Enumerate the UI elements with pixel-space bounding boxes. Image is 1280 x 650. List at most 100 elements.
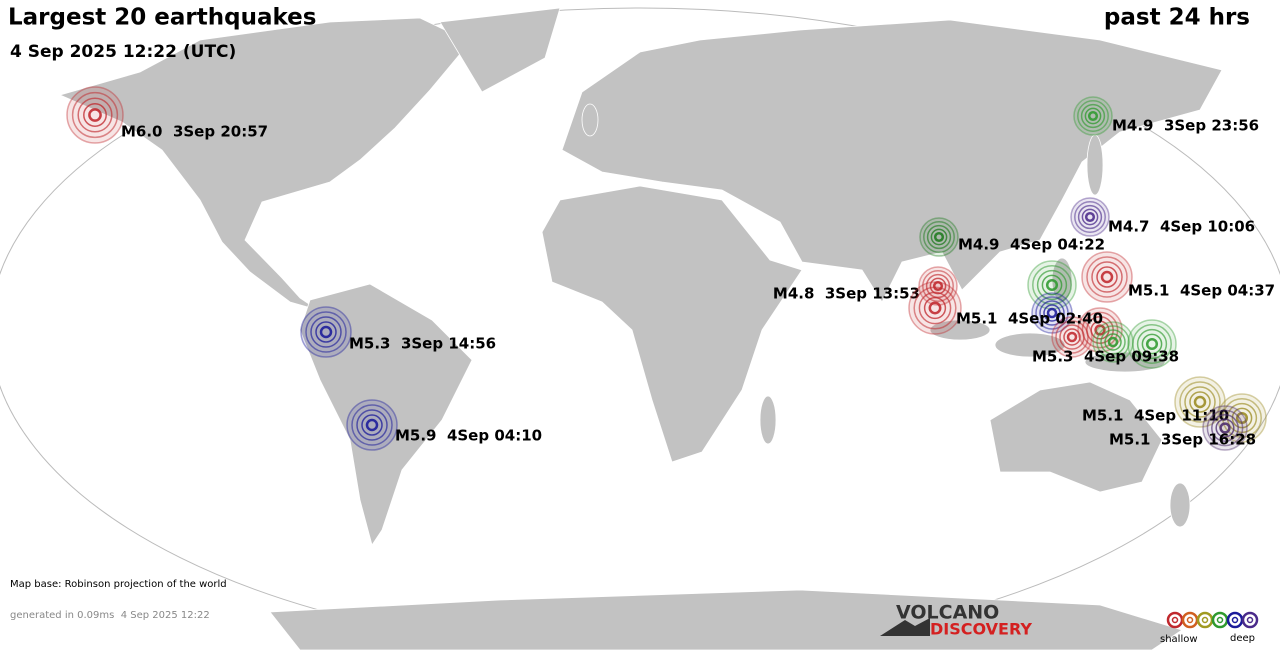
quake-label: M4.7 4Sep 10:06 (1108, 218, 1255, 236)
legend-dot (1186, 616, 1194, 624)
quake-ring (1084, 107, 1102, 125)
quake-marker (1202, 405, 1248, 451)
quake-label: M5.1 4Sep 11:10 (1082, 407, 1229, 425)
quake-ring (1127, 319, 1177, 369)
quakes: M6.0 3Sep 20:57 M4.9 3Sep 23:56 M4.7 4Sep … (66, 86, 1275, 451)
quake-ring (933, 231, 945, 243)
legend-ring (1181, 611, 1199, 629)
quake-label: M5.3 3Sep 14:56 (349, 335, 496, 353)
quake-ring (1219, 422, 1231, 434)
quake-marker (1127, 319, 1177, 369)
quake-marker (1031, 292, 1073, 334)
quake-halo (920, 218, 958, 256)
depth-legend: shallow deep (1160, 611, 1259, 645)
quake-ring (1211, 414, 1239, 442)
quake-ring (310, 316, 342, 348)
map-base-note: Map base: Robinson projection of the wor… (10, 579, 227, 590)
quake-ring (1086, 256, 1128, 298)
legend-ring (1226, 611, 1244, 629)
quake-ring (1193, 395, 1207, 409)
quake-ring (361, 414, 383, 436)
quake-ring (1184, 386, 1216, 418)
quake-ring (1189, 391, 1211, 413)
quake-ring (319, 325, 333, 339)
quake-ring (1080, 103, 1106, 129)
quake-label: M4.8 3Sep 13:53 (773, 285, 920, 303)
quake-marker (346, 399, 398, 451)
quake-marker (1081, 251, 1133, 303)
quake-marker (1027, 260, 1077, 310)
quake-halo (347, 400, 397, 450)
quake-ring (1070, 197, 1110, 237)
quake-ring (908, 281, 962, 335)
quake-marker (1073, 96, 1113, 136)
quake-ring (356, 409, 388, 441)
logo-line1: VOLCANO (896, 602, 999, 624)
quake-halo (1032, 293, 1072, 333)
quake-ring (1136, 328, 1168, 360)
land (58, 7, 1223, 650)
legend-ring (1196, 611, 1214, 629)
quake-ring (1077, 204, 1103, 230)
quake-ring (1081, 208, 1099, 226)
quake-ring (1032, 265, 1072, 305)
quake-label: M6.0 3Sep 20:57 (121, 123, 268, 141)
quake-ring (1096, 325, 1130, 359)
quake-ring (926, 224, 952, 250)
quake-halo (1074, 97, 1112, 135)
quake-halo (67, 87, 123, 143)
quake-ring (1217, 393, 1267, 443)
quake-ring (1081, 311, 1119, 349)
quake-ring (1035, 296, 1069, 330)
quake-ring (932, 280, 944, 292)
quake-ring (1222, 398, 1262, 438)
legend-deep: deep (1230, 633, 1255, 644)
quake-ring (1100, 270, 1114, 284)
quake-ring (1077, 100, 1109, 132)
legend-ring (1211, 611, 1229, 629)
quake-ring (351, 404, 393, 446)
logo-mountain (880, 618, 930, 636)
legend-ring (1166, 611, 1184, 629)
quake-marker (919, 217, 959, 257)
quake-halo (909, 282, 961, 334)
quake-ring (77, 97, 113, 133)
quake-ring (929, 277, 947, 295)
quake-halo (919, 267, 957, 305)
quake-ring (346, 399, 398, 451)
quake-ring (1215, 418, 1235, 438)
quake-label: M5.1 4Sep 02:40 (956, 310, 1103, 328)
quake-ring (1045, 278, 1059, 292)
quake-ring (1202, 405, 1248, 451)
quake-ring (923, 296, 947, 320)
quake-marker (1070, 197, 1110, 237)
legend-ring (1241, 611, 1259, 629)
generated-note: generated in 0.09ms 4 Sep 2025 12:22 (10, 610, 210, 621)
quake-halo (1078, 308, 1122, 352)
quake-halo (1128, 320, 1176, 368)
quake-halo (1093, 322, 1133, 362)
legend-dot (1216, 616, 1224, 624)
quake-ring (66, 86, 124, 144)
legend-shallow: shallow (1160, 634, 1198, 645)
quake-ring (1043, 304, 1061, 322)
quake-ring (83, 103, 107, 127)
legend-dot (1171, 616, 1179, 624)
quake-label: M5.1 3Sep 16:28 (1109, 431, 1256, 449)
quake-ring (1039, 300, 1065, 326)
quake-ring (918, 291, 952, 325)
quake-ring (1031, 292, 1073, 334)
quake-ring (1104, 333, 1122, 351)
quake-ring (1073, 96, 1113, 136)
quake-label: M5.3 4Sep 09:38 (1032, 348, 1179, 366)
quake-label: M5.1 4Sep 04:37 (1128, 282, 1275, 300)
quake-ring (928, 301, 942, 315)
quake-ring (315, 321, 337, 343)
quake-ring (922, 270, 954, 302)
quake-halo (1082, 252, 1132, 302)
quake-ring (913, 286, 957, 330)
quake-ring (1046, 307, 1058, 319)
quake-label: M5.9 4Sep 04:10 (395, 427, 542, 445)
quake-marker (1092, 321, 1134, 363)
